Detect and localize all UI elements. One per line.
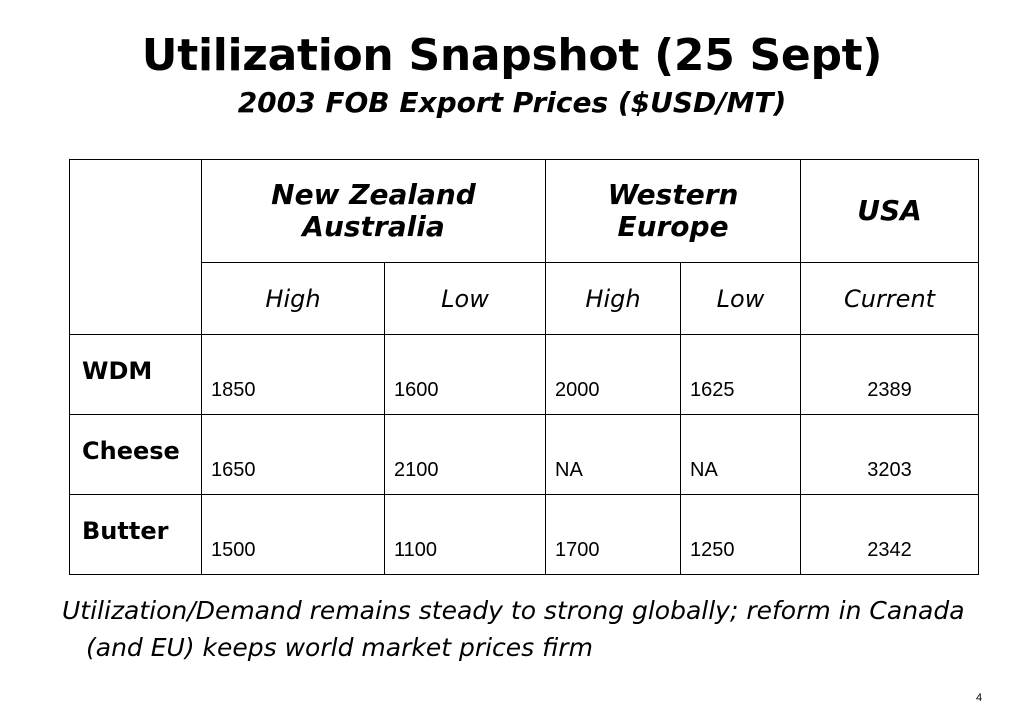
product-name: Cheese xyxy=(69,414,202,495)
price-cell: NA xyxy=(680,414,802,495)
price-cell: 1250 xyxy=(680,494,802,575)
price-cell: 1600 xyxy=(383,334,547,415)
page-number: 4 xyxy=(976,692,983,704)
region-header-row: New Zealand Australia Western Europe USA xyxy=(69,159,980,335)
table-row: WDM 1850 1600 2000 1625 2389 xyxy=(69,334,980,415)
price-cell: 3203 xyxy=(800,414,980,495)
subheader-cell: High xyxy=(545,262,682,335)
slide-title: Utilization Snapshot (25 Sept) xyxy=(141,30,883,81)
region-label-line: Australia xyxy=(302,210,445,243)
price-cell: 2342 xyxy=(800,494,980,575)
corner-cell xyxy=(69,159,202,335)
table-row: Cheese 1650 2100 NA NA 3203 xyxy=(69,414,980,495)
subheader-row: High Low High Low Current xyxy=(70,262,980,335)
price-cell: 1850 xyxy=(201,334,385,415)
price-cell: 2100 xyxy=(383,414,547,495)
subheader-cell: Current xyxy=(800,262,980,335)
subheader-cell: Low xyxy=(383,262,547,335)
price-cell: 1625 xyxy=(680,334,802,415)
price-cell: 1500 xyxy=(201,494,385,575)
table-row: Butter 1500 1100 1700 1250 2342 xyxy=(69,494,980,575)
price-cell: 1650 xyxy=(201,414,385,495)
subheader-cell: Low xyxy=(680,262,802,335)
price-cell: 1700 xyxy=(545,494,682,575)
price-cell: NA xyxy=(545,414,682,495)
slide-subtitle: 2003 FOB Export Prices ($USD/MT) xyxy=(237,86,787,119)
region-label-line: Western xyxy=(607,178,739,211)
summary-note: Utilization/Demand remains steady to str… xyxy=(62,596,965,662)
region-header-nz-australia: New Zealand Australia xyxy=(200,159,547,263)
price-cell: 1100 xyxy=(383,494,547,575)
price-cell: 2000 xyxy=(545,334,682,415)
price-cell: 2389 xyxy=(800,334,980,415)
subheader-cell: High xyxy=(201,262,385,335)
region-label-line: USA xyxy=(857,194,922,227)
region-label-line: New Zealand xyxy=(271,178,476,211)
product-name: Butter xyxy=(69,494,202,575)
product-name: WDM xyxy=(69,334,202,415)
price-table: New Zealand Australia Western Europe USA… xyxy=(69,159,980,575)
region-header-usa: USA xyxy=(800,159,980,263)
region-header-western-europe: Western Europe xyxy=(545,159,802,263)
region-label-line: Europe xyxy=(617,210,729,243)
